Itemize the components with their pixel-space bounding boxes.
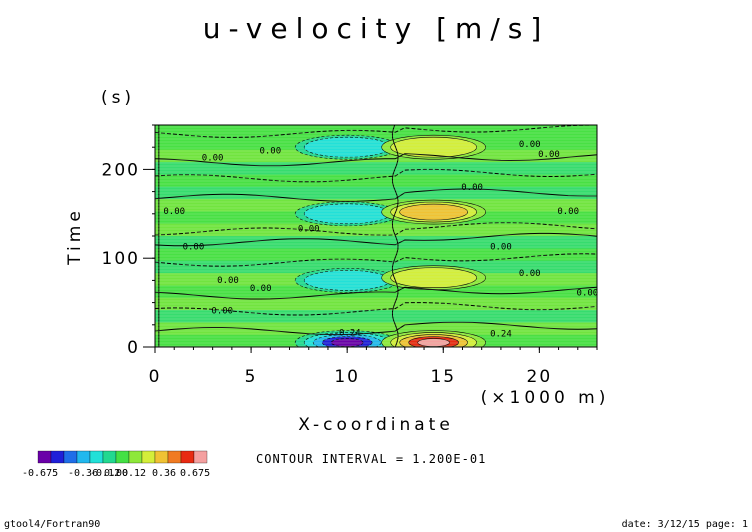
x-tick-label: 15 [430, 367, 456, 387]
contour-label-layer: 0.000.000.000.000.000.000.000.000.000.00… [163, 140, 598, 339]
contour-horizontal [155, 222, 597, 236]
y-axis-label: Time [65, 207, 85, 266]
field-band [155, 248, 597, 262]
colorbar-cell [76, 450, 91, 464]
x-tick-label: 0 [149, 367, 162, 387]
y-ticks: 0 100 200 [102, 124, 155, 358]
contour-horizontal [155, 188, 597, 202]
contour-horizontal [155, 153, 597, 167]
colorbar-min-label: -0.675 [22, 468, 58, 479]
colorbar-cell [115, 450, 130, 464]
field-band [155, 162, 597, 175]
contour-label: 0.00 [202, 154, 224, 164]
field-band [155, 310, 597, 323]
colorbar-cell [180, 450, 195, 464]
colorbar-tick-zero: 0.00 [104, 468, 128, 479]
contour-label: 0.24 [490, 329, 512, 339]
contour-label: 0.00 [259, 146, 281, 156]
contour-label: 0.00 [557, 207, 579, 217]
footer-left: gtool4/Fortran90 [4, 519, 100, 530]
contour-label: 0.00 [519, 140, 541, 150]
colorbar-cell [89, 450, 104, 464]
footer-right: date: 3/12/15 page: 1 [622, 519, 748, 530]
x-unit-label: (×1000 m) [481, 388, 610, 408]
colorbar-cell [37, 450, 52, 464]
colorbar-tick-012: 0.12 [122, 468, 146, 479]
x-ticks: 0 5 10 15 20 [149, 347, 598, 387]
colorbar-max-label: 0.675 [180, 468, 210, 479]
colorbar [37, 450, 208, 464]
contour-interval-text: CONTOUR INTERVAL = 1.200E-01 [256, 452, 486, 466]
colorbar-cell [102, 450, 117, 464]
feature-blob [399, 203, 468, 221]
colorbar-cell [167, 450, 182, 464]
contour-label: 0.00 [250, 284, 272, 294]
feature-blob [390, 267, 477, 289]
y-unit-label: (s) [101, 88, 135, 108]
y-tick-label: 200 [102, 160, 140, 180]
contour-horizontal [155, 253, 597, 267]
contour-label: 0.00 [461, 183, 483, 193]
contour-horizontal [155, 302, 597, 316]
colorbar-cell [128, 450, 143, 464]
colorbar-cell [50, 450, 65, 464]
contour-label: 0.00 [163, 207, 185, 217]
contour-label: 0.00 [211, 306, 233, 316]
colorbar-cell [63, 450, 78, 464]
field-band [155, 236, 597, 249]
feature-blob [303, 270, 391, 291]
field-band [155, 125, 597, 138]
x-tick-label: 5 [245, 367, 258, 387]
hatching [155, 126, 597, 347]
contour-label: 0.00 [577, 288, 599, 298]
chart-title: u-velocity [m/s] [203, 12, 550, 45]
contour-horizontal [155, 125, 597, 138]
colorbar-tick-neg036: -0.36 [68, 468, 98, 479]
x-tick-label: 10 [334, 367, 360, 387]
y-tick-label: 0 [127, 338, 140, 358]
contour-label: 0.00 [217, 276, 239, 286]
contour-label: 0.00 [490, 242, 512, 252]
x-tick-label: 20 [527, 367, 553, 387]
contour-horizontal [155, 232, 597, 247]
contour-horizontal [155, 321, 597, 336]
contour-label: 0.00 [298, 225, 320, 235]
contour-label: 0.00 [183, 242, 205, 252]
feature-blob [417, 338, 450, 347]
field-band [155, 223, 597, 237]
plot-area [155, 125, 597, 347]
colorbar-tick-neg012: -0.12 [90, 468, 120, 479]
colorbar-cell [193, 450, 208, 464]
contour-label: 0.00 [538, 150, 560, 160]
field-band [155, 322, 597, 336]
colorbar-cell [141, 450, 156, 464]
colorbar-cell [154, 450, 169, 464]
contour-label: -0.24 [334, 328, 361, 338]
y-tick-label: 100 [102, 249, 140, 269]
contour-label: 0.00 [519, 269, 541, 279]
feature-blob [330, 338, 364, 347]
x-axis-label: X-coordinate [298, 415, 454, 435]
contour-horizontal [155, 168, 597, 183]
colorbar-tick-036: 0.36 [152, 468, 176, 479]
